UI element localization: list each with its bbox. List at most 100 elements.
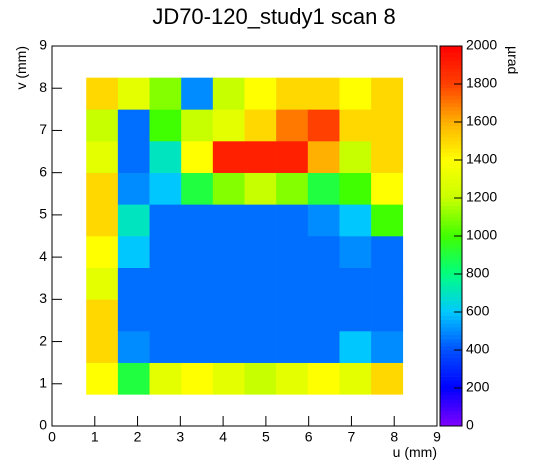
colorbar-step bbox=[440, 122, 462, 127]
heatmap-cell bbox=[86, 362, 119, 395]
colorbar-step bbox=[440, 410, 462, 415]
z-tick-label: 1600 bbox=[466, 113, 497, 129]
colorbar-step bbox=[440, 247, 462, 252]
x-tick-label: 3 bbox=[176, 429, 184, 445]
colorbar-step bbox=[440, 391, 462, 396]
x-tick-label: 7 bbox=[348, 429, 356, 445]
colorbar-step bbox=[440, 87, 462, 92]
heatmap-cell bbox=[307, 172, 340, 205]
colorbar-step bbox=[440, 357, 462, 362]
colorbar-step bbox=[440, 350, 462, 355]
y-tick-label: 9 bbox=[39, 37, 47, 53]
heatmap-cell bbox=[244, 141, 277, 173]
heatmap-cell bbox=[276, 331, 309, 363]
colorbar-step bbox=[440, 194, 462, 199]
heatmap-cell bbox=[149, 331, 182, 363]
x-tick-label: 0 bbox=[48, 429, 56, 445]
z-tick-label: 1800 bbox=[466, 75, 497, 91]
colorbar-step bbox=[440, 118, 462, 123]
colorbar-step bbox=[440, 198, 462, 203]
colorbar-step bbox=[440, 388, 462, 393]
heatmap-cell bbox=[244, 236, 277, 268]
x-tick-label: 4 bbox=[219, 429, 227, 445]
heatmap-cell bbox=[244, 299, 277, 332]
colorbar-step bbox=[440, 251, 462, 256]
heatmap-cell bbox=[149, 77, 182, 110]
colorbar-step bbox=[440, 209, 462, 214]
heatmap-cell bbox=[149, 299, 182, 332]
heatmap-cell bbox=[307, 109, 340, 142]
heatmap-cell bbox=[371, 267, 404, 300]
colorbar-step bbox=[440, 148, 462, 153]
colorbar-step bbox=[440, 285, 462, 290]
colorbar-step bbox=[440, 384, 462, 389]
heatmap-cell bbox=[244, 109, 277, 142]
heatmap-cell bbox=[307, 267, 340, 300]
z-tick-label: 1400 bbox=[466, 151, 497, 167]
y-tick-label: 3 bbox=[39, 290, 47, 306]
heatmap-cell bbox=[181, 172, 214, 205]
heatmap-cell bbox=[276, 267, 309, 300]
colorbar-step bbox=[440, 323, 462, 328]
colorbar-step bbox=[440, 156, 462, 161]
heatmap-cell bbox=[86, 331, 119, 363]
colorbar-step bbox=[440, 315, 462, 320]
colorbar-step bbox=[440, 365, 462, 370]
colorbar-step bbox=[440, 95, 462, 100]
heatmap-cell bbox=[307, 204, 340, 237]
colorbar-step bbox=[440, 163, 462, 168]
colorbar-step bbox=[440, 57, 462, 62]
colorbar-step bbox=[440, 422, 462, 427]
z-tick-label: 200 bbox=[466, 379, 490, 395]
colorbar-step bbox=[440, 125, 462, 130]
colorbar-step bbox=[440, 239, 462, 244]
colorbar-step bbox=[440, 61, 462, 66]
heatmap-cell bbox=[212, 362, 245, 395]
heatmap-cell bbox=[276, 299, 309, 332]
colorbar-step bbox=[440, 270, 462, 275]
heatmap-cell bbox=[86, 267, 119, 300]
chart-title: JD70-120_study1 scan 8 bbox=[152, 4, 395, 29]
heatmap-cell bbox=[244, 331, 277, 363]
y-tick-label: 6 bbox=[39, 163, 47, 179]
colorbar-step bbox=[440, 179, 462, 184]
heatmap-cell bbox=[276, 236, 309, 268]
colorbar-step bbox=[440, 141, 462, 146]
heatmap-cell bbox=[276, 77, 309, 110]
colorbar-step bbox=[440, 110, 462, 115]
heatmap-cell bbox=[371, 204, 404, 237]
heatmap-cell bbox=[212, 331, 245, 363]
colorbar-step bbox=[440, 361, 462, 366]
heatmap-cell bbox=[212, 109, 245, 142]
x-tick-label: 8 bbox=[390, 429, 398, 445]
heatmap-cell bbox=[276, 141, 309, 173]
heatmap-cell bbox=[244, 77, 277, 110]
colorbar-step bbox=[440, 72, 462, 77]
heatmap-cell bbox=[117, 362, 150, 395]
heatmap-cell bbox=[307, 331, 340, 363]
colorbar-step bbox=[440, 217, 462, 222]
colorbar-step bbox=[440, 338, 462, 343]
colorbar-step bbox=[440, 205, 462, 210]
heatmap-cell bbox=[181, 236, 214, 268]
colorbar-step bbox=[440, 334, 462, 339]
heatmap-cell bbox=[181, 77, 214, 110]
colorbar-step bbox=[440, 65, 462, 70]
colorbar-step bbox=[440, 258, 462, 263]
heatmap-cell bbox=[181, 331, 214, 363]
colorbar-step bbox=[440, 399, 462, 404]
colorbar-step bbox=[440, 403, 462, 408]
colorbar-step bbox=[440, 228, 462, 233]
heatmap-cell bbox=[117, 77, 150, 110]
colorbar-step bbox=[440, 418, 462, 423]
heatmap-cell bbox=[307, 236, 340, 268]
heatmap-cell bbox=[149, 204, 182, 237]
colorbar-step bbox=[440, 190, 462, 195]
colorbar-step bbox=[440, 266, 462, 271]
colorbar-step bbox=[440, 220, 462, 225]
heatmap-cell bbox=[371, 109, 404, 142]
y-tick-label: 2 bbox=[39, 332, 47, 348]
heatmap-cell bbox=[339, 331, 372, 363]
z-tick-label: 1200 bbox=[466, 189, 497, 205]
